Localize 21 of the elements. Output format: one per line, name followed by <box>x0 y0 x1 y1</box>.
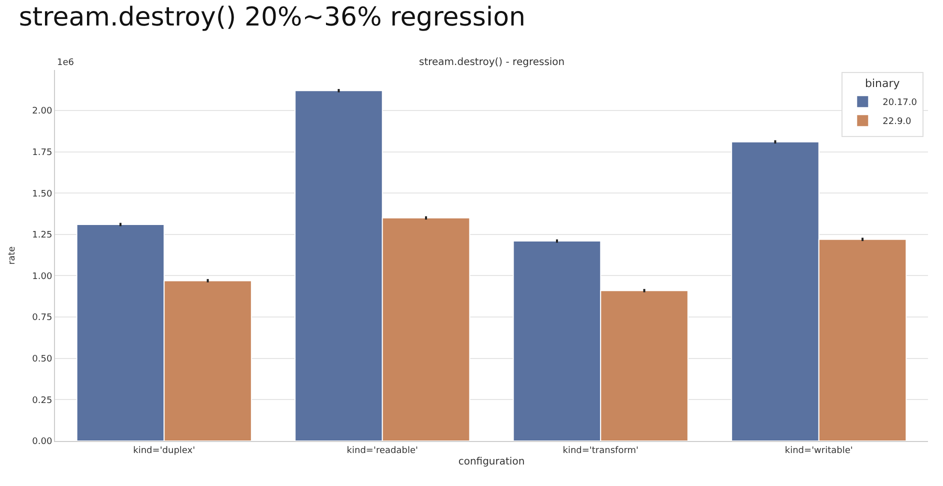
y-tick-label: 2.00 <box>32 106 52 117</box>
x-tick-label: kind='duplex' <box>133 446 196 456</box>
legend-label: 22.9.0 <box>882 117 912 128</box>
y-tick-label: 1.75 <box>32 148 52 158</box>
x-tick-label: kind='writable' <box>784 446 853 456</box>
x-axis-title: configuration <box>458 456 525 468</box>
y-tick-label: 1.00 <box>32 272 52 282</box>
y-tick-label: 1.25 <box>32 230 52 241</box>
y-tick-label: 0.00 <box>32 437 52 448</box>
chart-title: stream.destroy() 20%~36% regression <box>18 2 526 32</box>
y-tick-label: 0.50 <box>32 354 52 365</box>
legend-label: 20.17.0 <box>882 98 918 108</box>
x-tick-label: kind='readable' <box>346 446 418 456</box>
y-axis-title: rate <box>8 246 18 265</box>
text: 1e6 <box>57 58 74 68</box>
y-tick-label: 0.75 <box>32 313 52 324</box>
legend-title: binary <box>865 77 900 90</box>
chart-subtitle: stream.destroy() - regression <box>419 57 565 68</box>
y-tick-label: 0.25 <box>32 396 52 406</box>
y-tick-label: 1.50 <box>32 189 52 200</box>
x-tick-label: kind='transform' <box>562 446 639 456</box>
